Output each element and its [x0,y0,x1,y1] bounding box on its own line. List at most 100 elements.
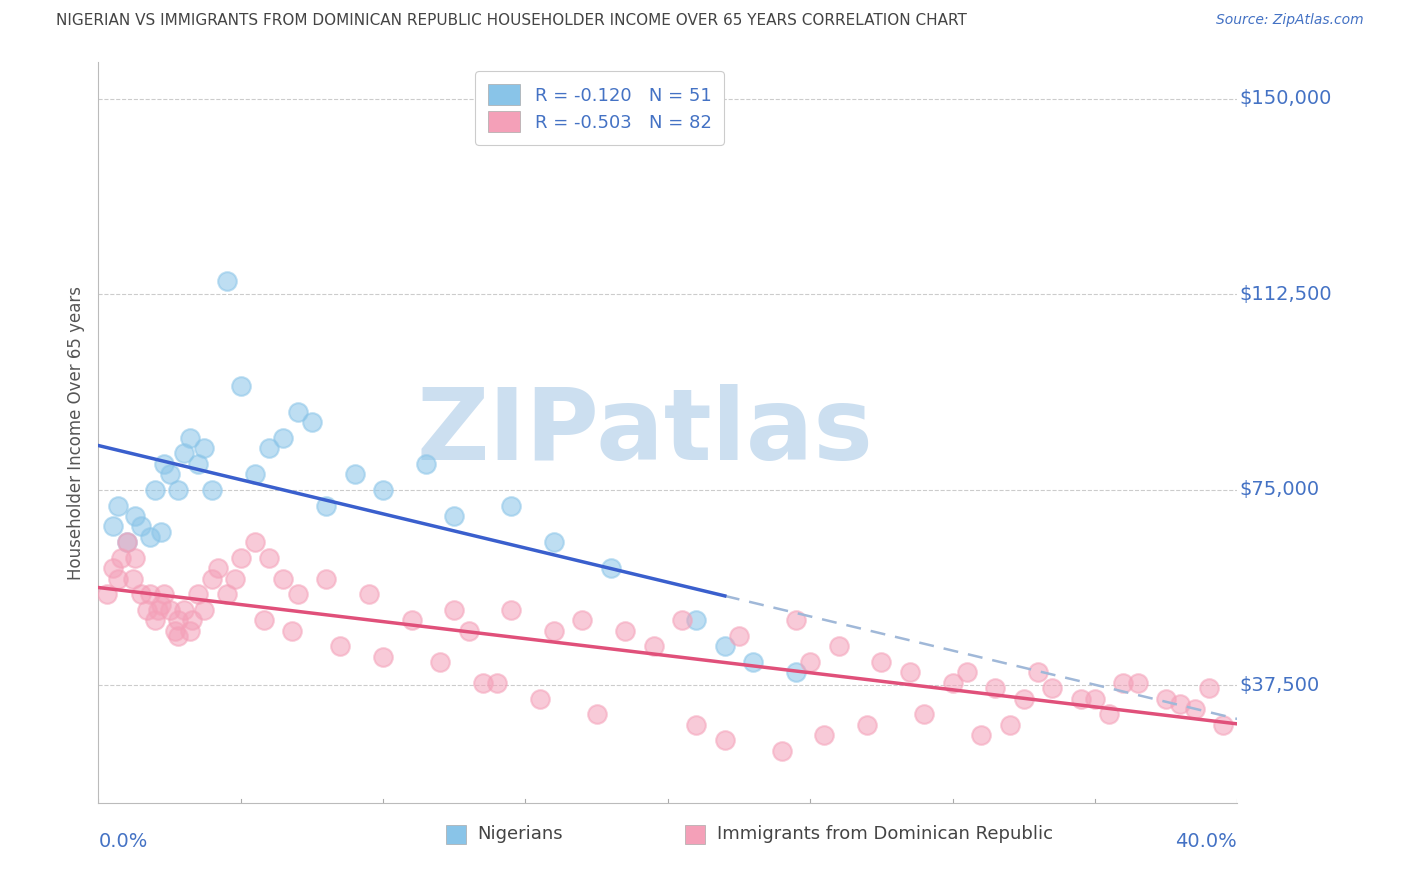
Point [150,598,173,612]
Point [571,613,593,627]
Point [135,603,157,617]
Point [273,431,295,445]
Point [173,603,195,617]
Point [107,572,129,586]
Text: ZIPatlas: ZIPatlas [416,384,873,481]
Point [501,603,523,617]
Point [153,457,176,471]
Point [443,509,465,524]
Point [145,483,167,497]
Point [167,629,190,643]
Point [1070,691,1092,706]
Point [401,613,423,627]
Point [167,483,190,497]
Point [315,499,337,513]
Point [685,613,707,627]
Point [912,707,935,722]
Point [357,587,380,601]
Point [167,613,190,627]
Text: $75,000: $75,000 [1240,481,1320,500]
Point [1112,676,1135,690]
Point [1126,676,1149,690]
Text: $112,500: $112,500 [1240,285,1331,304]
Legend: R = -0.120   N = 51, R = -0.503   N = 82: R = -0.120 N = 51, R = -0.503 N = 82 [475,71,724,145]
Point [115,535,138,549]
Point [179,431,201,445]
Y-axis label: Householder Income Over 65 years: Householder Income Over 65 years [66,285,84,580]
Point [543,535,565,549]
Point [799,655,821,669]
Point [501,499,523,513]
Point [1198,681,1220,695]
Point [145,613,167,627]
Point [371,483,394,497]
Point [224,572,246,586]
Text: Nigerians: Nigerians [478,825,564,843]
Point [343,467,366,482]
Point [685,717,707,731]
Point [898,665,921,680]
Point [1098,707,1121,722]
Point [201,483,224,497]
Point [129,587,152,601]
Point [371,649,394,664]
Point [1012,691,1035,706]
Point [643,640,665,654]
Point [101,561,124,575]
Point [543,624,565,638]
Point [243,467,266,482]
Point [187,457,209,471]
Point [138,530,160,544]
Point [457,624,479,638]
Point [150,524,173,539]
Point [215,274,238,288]
Point [728,629,751,643]
Point [486,676,509,690]
Point [856,717,879,731]
Point [1154,691,1177,706]
Point [998,717,1021,731]
Point [956,665,979,680]
Point [281,624,304,638]
Point [1026,665,1049,680]
Point [252,613,274,627]
Point [443,603,465,617]
Point [96,587,118,601]
Point [770,744,793,758]
Point [181,613,204,627]
Point [243,535,266,549]
Point [193,442,215,456]
Point [121,572,143,586]
Text: $150,000: $150,000 [1240,89,1331,109]
Point [429,655,451,669]
Point [101,519,124,533]
Point [742,655,765,669]
Point [785,613,807,627]
Point [813,728,835,742]
Point [229,550,252,565]
Point [415,457,437,471]
Point [107,499,129,513]
Point [229,378,252,392]
Point [173,446,195,460]
Point [529,691,551,706]
Text: NIGERIAN VS IMMIGRANTS FROM DOMINICAN REPUBLIC HOUSEHOLDER INCOME OVER 65 YEARS : NIGERIAN VS IMMIGRANTS FROM DOMINICAN RE… [56,13,967,29]
Point [714,640,737,654]
Point [165,624,187,638]
Text: 40.0%: 40.0% [1175,832,1237,852]
Point [1212,717,1234,731]
Point [138,587,160,601]
Text: $37,500: $37,500 [1240,676,1320,695]
Point [1170,697,1192,711]
Point [315,572,337,586]
Point [471,676,494,690]
Text: Immigrants from Dominican Republic: Immigrants from Dominican Republic [717,825,1053,843]
Point [329,640,352,654]
Point [614,624,637,638]
Point [870,655,893,669]
Text: Source: ZipAtlas.com: Source: ZipAtlas.com [1216,13,1364,28]
FancyBboxPatch shape [685,825,706,844]
Point [942,676,965,690]
FancyBboxPatch shape [446,825,467,844]
Point [714,733,737,747]
